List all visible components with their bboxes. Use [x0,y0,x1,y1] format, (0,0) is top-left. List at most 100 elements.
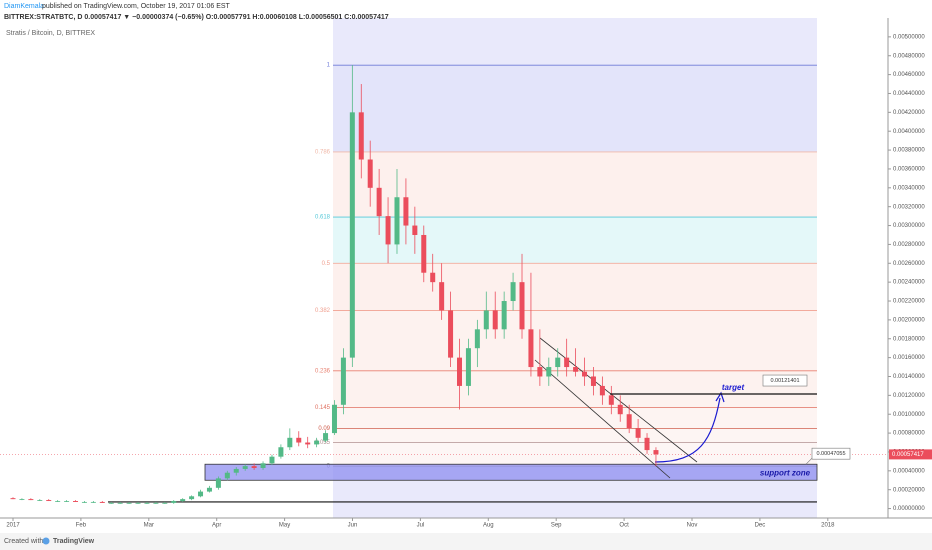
x-tick-label: May [279,523,290,529]
candle-body [465,348,471,386]
author[interactable]: DiamKemala [4,3,44,10]
y-tick-label: 0.00180000 [893,336,925,342]
fib-label: 1 [327,63,331,69]
candle-body [430,272,436,283]
candle-body [269,456,275,464]
candle-body [394,197,400,245]
fib-band [333,217,817,264]
candle-body [278,447,284,457]
y-tick-label: 0.00340000 [893,185,925,191]
candle-body [99,501,105,503]
candle-body [162,502,168,504]
candle-body [599,385,605,396]
fib-band [333,310,817,371]
fib-label: 0.09 [318,426,330,432]
candle-body [144,502,150,504]
x-tick-label: Apr [212,523,221,529]
y-tick-label: 0.00100000 [893,412,925,418]
candle-body [421,234,427,273]
candle-body [635,428,641,438]
candle-body [376,187,382,217]
y-tick-label: 0.00020000 [893,487,925,493]
candle-body [537,367,543,377]
candle-body [492,310,498,330]
y-tick-label: 0.00380000 [893,148,925,154]
published: published on TradingView.com, October 19… [42,3,231,10]
y-tick-label: 0.00440000 [893,91,925,97]
candle-body [153,502,159,504]
candle-body [582,371,588,377]
x-tick-label: Mar [144,523,154,529]
fib-label: 0.618 [315,215,331,221]
y-tick-label: 0.00120000 [893,393,925,399]
brand[interactable]: TradingView [53,538,95,545]
candle-body [251,466,257,468]
y-tick-label: 0.00260000 [893,261,925,267]
fib-band [333,370,817,408]
candle-body [10,498,16,500]
fib-band [333,263,817,311]
target-arrow-head [715,391,725,403]
candle-body [46,500,52,502]
candle-body [349,112,355,358]
y-tick-label: 0.00360000 [893,167,925,173]
candle-body [653,450,659,455]
candle-body [55,501,61,502]
marker-box-label: 0.00047055 [816,451,845,457]
fib-label: 0.145 [315,405,331,411]
candle-body [305,442,311,445]
candle-body [340,357,346,405]
candle-body [198,491,204,497]
x-tick-label: Sep [551,523,562,529]
y-tick-label: 0.00200000 [893,317,925,323]
y-tick-label: 0.00300000 [893,223,925,229]
x-tick-label: Jul [417,523,425,529]
candle-body [224,472,230,479]
marker-pointer [805,457,813,465]
footer: Created with [4,538,43,545]
candle-body [626,414,632,429]
candle-body [564,357,570,368]
ticker-line: BITTREX:STRATBTC, D 0.00057417 ▼ −0.0000… [4,14,389,21]
candle-body [555,357,561,368]
last-price-box [889,449,932,460]
candle-body [331,404,337,434]
candle-body [448,310,454,358]
fib-label: 0.236 [315,368,331,374]
target-arrow [654,397,721,463]
candle-body [108,502,114,504]
y-tick-label: 0.00040000 [893,468,925,474]
candle-body [314,440,320,445]
candle-body [90,501,96,503]
candle-body [519,282,525,330]
candle-body [617,404,623,415]
x-tick-label: Feb [76,523,87,529]
candle-body [37,500,43,501]
subtitle: Stratis / Bitcoin, D, BITTREX [6,30,95,37]
x-tick-label: Jun [348,523,358,529]
candle-body [439,282,445,311]
candle-body [296,437,302,443]
candle-body [81,501,87,503]
candle-body [180,499,186,502]
y-tick-label: 0.00280000 [893,242,925,248]
y-tick-label: 0.00400000 [893,129,925,135]
y-tick-label: 0.00240000 [893,280,925,286]
y-tick-label: 0.00500000 [893,34,925,40]
candle-body [528,329,534,368]
candle-body [385,216,391,245]
footer-bar [0,533,932,550]
candle-body [501,301,507,330]
fib-label: 0.382 [315,308,331,314]
candle-body [323,433,329,441]
y-tick-label: 0.00220000 [893,299,925,305]
candle-body [367,159,373,188]
marker-box [811,447,851,460]
candle-body [412,225,418,235]
candle-body [28,499,34,501]
target-box-label: 0.00121401 [770,378,799,384]
fib-label: 0.786 [315,150,331,156]
fib-band [333,442,817,467]
candle-body [242,466,248,469]
candle-body [126,502,132,504]
